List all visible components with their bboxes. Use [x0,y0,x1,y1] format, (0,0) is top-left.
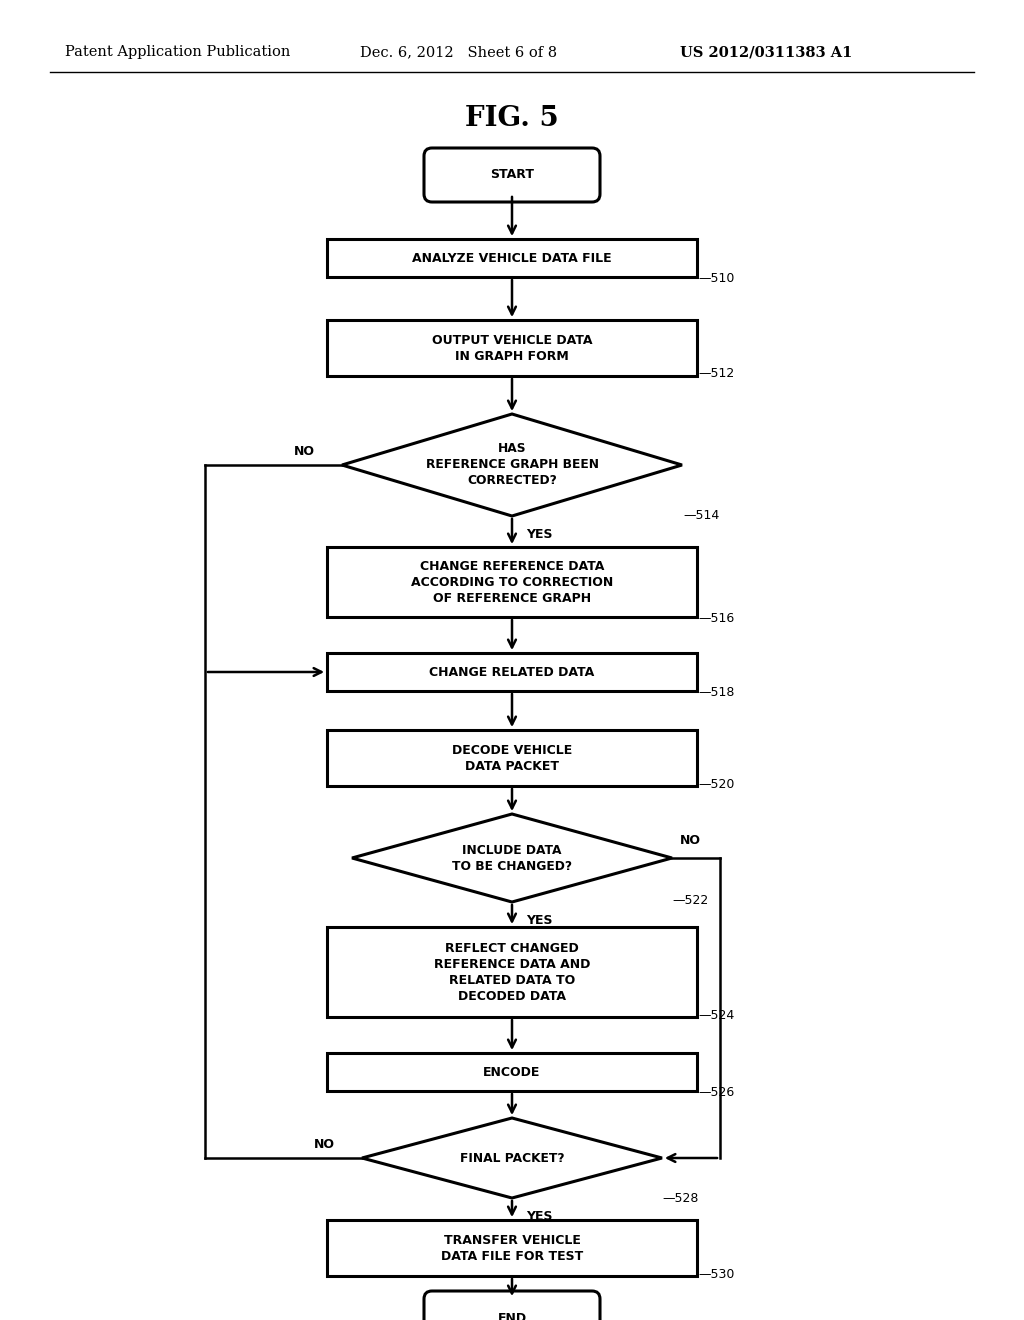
Text: —514: —514 [683,510,719,521]
Text: REFLECT CHANGED
REFERENCE DATA AND
RELATED DATA TO
DECODED DATA: REFLECT CHANGED REFERENCE DATA AND RELAT… [434,941,590,1002]
Text: —516: —516 [698,612,734,624]
Bar [327,1220,697,1276]
Text: NO: NO [680,834,701,847]
Text: FIG. 5: FIG. 5 [465,104,559,132]
Text: —526: —526 [698,1086,734,1100]
Text: NO: NO [314,1138,335,1151]
Text: YES: YES [526,1210,553,1224]
Text: —518: —518 [698,686,734,700]
Text: DECODE VEHICLE
DATA PACKET: DECODE VEHICLE DATA PACKET [452,743,572,772]
Text: —520: —520 [698,777,734,791]
Text: —530: —530 [698,1269,734,1280]
Bar [327,730,697,785]
Text: Patent Application Publication: Patent Application Publication [65,45,291,59]
Text: START: START [490,169,534,181]
Text: FINAL PACKET?: FINAL PACKET? [460,1151,564,1164]
FancyBboxPatch shape [424,148,600,202]
Bar [327,319,697,376]
Text: TRANSFER VEHICLE
DATA FILE FOR TEST: TRANSFER VEHICLE DATA FILE FOR TEST [441,1233,583,1262]
Text: INCLUDE DATA
TO BE CHANGED?: INCLUDE DATA TO BE CHANGED? [452,843,572,873]
Text: YES: YES [526,913,553,927]
Text: ENCODE: ENCODE [483,1065,541,1078]
Bar [327,653,697,690]
Bar [327,546,697,616]
Text: US 2012/0311383 A1: US 2012/0311383 A1 [680,45,852,59]
Polygon shape [342,414,682,516]
Bar [327,239,697,277]
Text: —524: —524 [698,1008,734,1022]
Text: —522: —522 [672,894,709,907]
FancyBboxPatch shape [424,1291,600,1320]
Polygon shape [352,814,672,902]
Polygon shape [362,1118,662,1199]
Text: —528: —528 [662,1192,698,1205]
Text: OUTPUT VEHICLE DATA
IN GRAPH FORM: OUTPUT VEHICLE DATA IN GRAPH FORM [432,334,592,363]
Text: —512: —512 [698,367,734,380]
Text: YES: YES [526,528,553,541]
Text: END: END [498,1312,526,1320]
Text: CHANGE RELATED DATA: CHANGE RELATED DATA [429,665,595,678]
Text: HAS
REFERENCE GRAPH BEEN
CORRECTED?: HAS REFERENCE GRAPH BEEN CORRECTED? [426,442,598,487]
Text: NO: NO [294,445,315,458]
Text: CHANGE REFERENCE DATA
ACCORDING TO CORRECTION
OF REFERENCE GRAPH: CHANGE REFERENCE DATA ACCORDING TO CORRE… [411,560,613,605]
Bar [327,927,697,1016]
Bar [327,1053,697,1092]
Text: ANALYZE VEHICLE DATA FILE: ANALYZE VEHICLE DATA FILE [413,252,611,264]
Text: Dec. 6, 2012   Sheet 6 of 8: Dec. 6, 2012 Sheet 6 of 8 [360,45,557,59]
Text: —510: —510 [698,272,734,285]
